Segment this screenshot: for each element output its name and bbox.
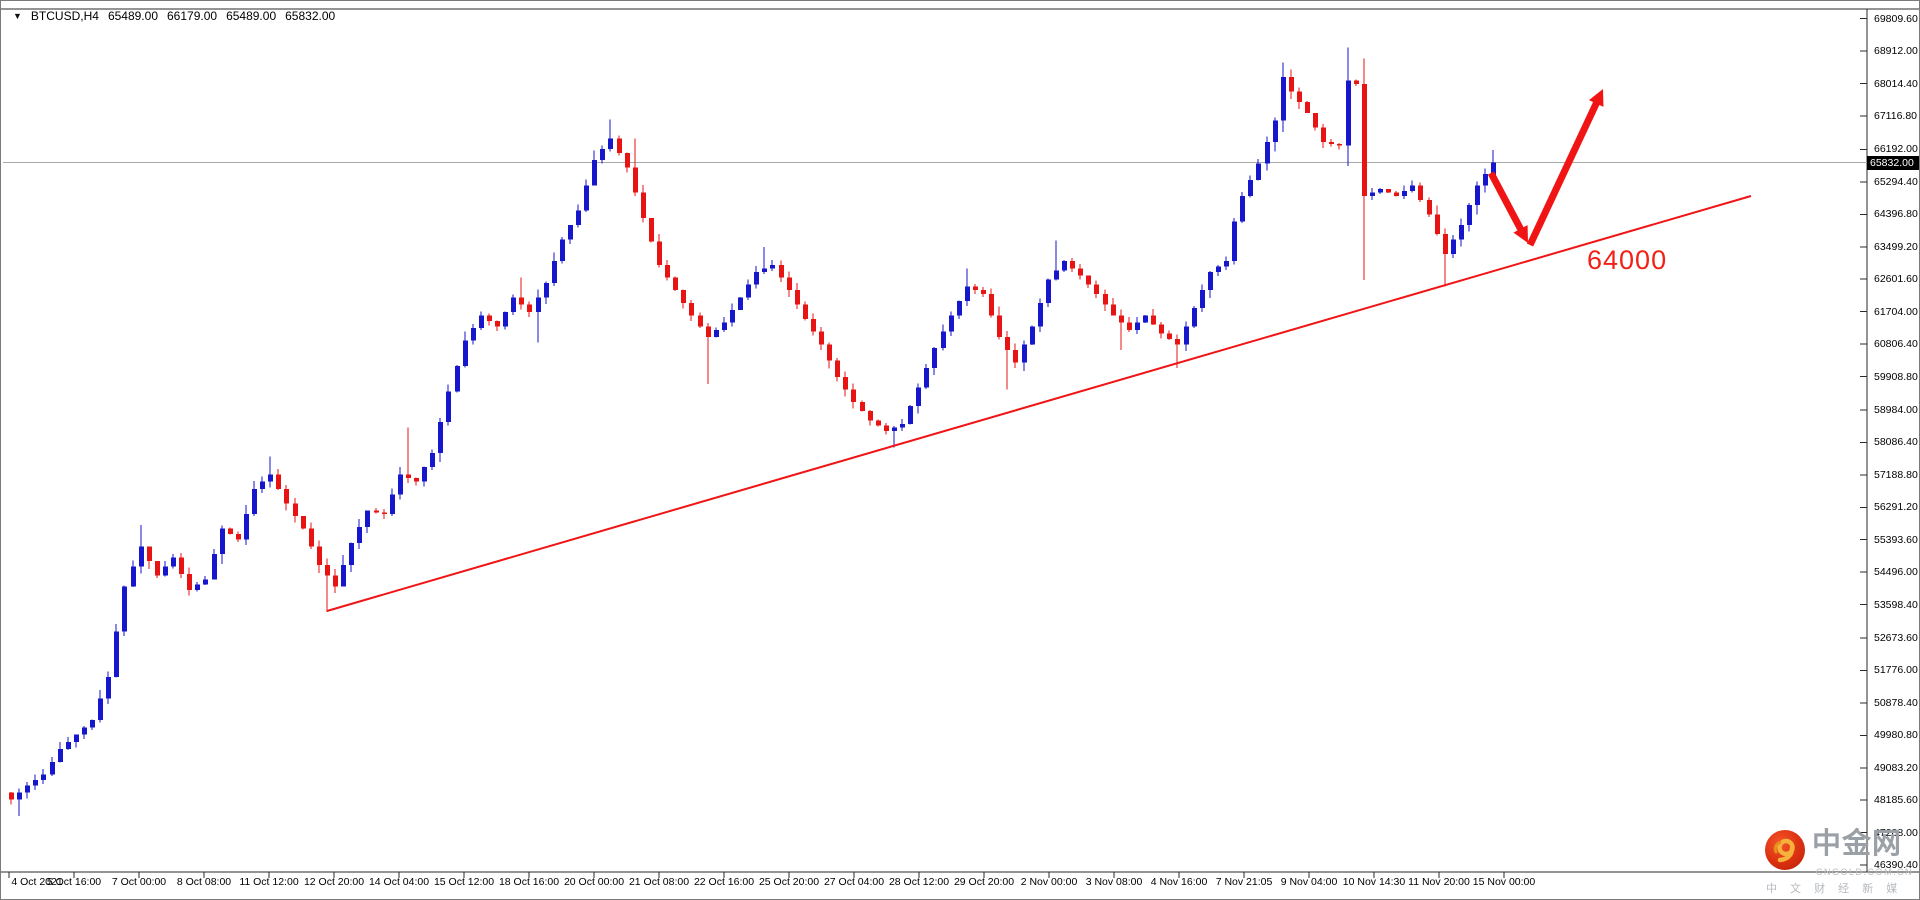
time-axis-label: 28 Oct 12:00	[888, 876, 950, 888]
time-axis-label: 18 Oct 16:00	[498, 876, 560, 888]
symbol-period: BTCUSD,H4	[30, 9, 99, 23]
axis-ticks	[8, 18, 1867, 878]
watermark-brand-text: 中金网	[1812, 828, 1903, 860]
time-axis-label: 7 Oct 00:00	[111, 876, 167, 888]
price-axis-label: 58984.00	[1874, 403, 1918, 416]
cngold-logo-icon	[1765, 830, 1805, 870]
time-axis-label: 22 Oct 16:00	[693, 876, 755, 888]
time-axis-label: 12 Oct 20:00	[303, 876, 365, 888]
price-axis-label: 49083.20	[1874, 761, 1918, 774]
time-axis-label: 4 Nov 16:00	[1150, 876, 1208, 888]
quote-low: 65489.00	[226, 9, 277, 23]
watermark: 中金网 CNGOLD.COM.CN 中 文 财 经 新 媒 体	[1764, 828, 1919, 895]
price-axis-label: 66192.00	[1874, 143, 1918, 156]
price-axis-label: 59908.80	[1874, 370, 1918, 383]
trendline-annotation[interactable]	[326, 195, 1752, 612]
time-axis-label: 10 Nov 14:30	[1342, 876, 1406, 888]
watermark-domain-text: CNGOLD.COM.CN	[1816, 867, 1914, 877]
price-axis-label: 58086.40	[1874, 436, 1918, 449]
price-axis-label: 61704.00	[1874, 305, 1918, 318]
price-axis-label: 65294.40	[1874, 175, 1918, 188]
time-axis-label: 15 Oct 12:00	[433, 876, 495, 888]
price-axis-label: 67116.80	[1874, 110, 1918, 123]
time-axis-label: 14 Oct 04:00	[368, 876, 430, 888]
time-axis-label: 27 Oct 04:00	[823, 876, 885, 888]
time-axis-label: 11 Nov 20:00	[1408, 876, 1470, 888]
price-axis-label: 47288.00	[1874, 826, 1918, 839]
time-axis-label: 11 Oct 12:00	[239, 876, 299, 888]
time-axis-label: 4 Oct 2021	[11, 876, 63, 888]
quote-bar: ▼ BTCUSD,H4 65489.00 66179.00 65489.00 6…	[13, 9, 335, 23]
price-axis-label: 62601.60	[1874, 273, 1918, 286]
candlestick-series	[9, 47, 1496, 816]
price-axis-label: 51776.00	[1874, 664, 1918, 677]
price-axis-label: 54496.00	[1874, 566, 1918, 579]
time-axis-label: 8 Oct 08:00	[176, 876, 232, 888]
target-price-label[interactable]: 64000	[1587, 245, 1668, 275]
price-axis-label: 52673.60	[1874, 632, 1918, 645]
quote-open: 65489.00	[107, 9, 158, 23]
arrow-annotations[interactable]	[1487, 89, 1604, 247]
time-axis-label: 7 Nov 21:05	[1215, 876, 1273, 888]
time-axis-label: 3 Nov 08:00	[1085, 876, 1143, 888]
price-axis-label: 53598.40	[1874, 598, 1918, 611]
current-price-tag: 65832.00	[1867, 155, 1919, 170]
quote-high: 66179.00	[167, 9, 218, 23]
quote-close: 65832.00	[285, 9, 336, 23]
time-axis-label: 25 Oct 20:00	[758, 876, 820, 888]
price-axis-label: 48185.60	[1874, 794, 1918, 807]
time-axis-label: 20 Oct 00:00	[563, 876, 625, 888]
time-axis-label: 9 Nov 04:00	[1280, 876, 1338, 888]
chart-frame	[1, 8, 1919, 873]
time-axis-label: 15 Nov 00:00	[1472, 876, 1536, 888]
price-axis-label: 69809.60	[1874, 12, 1918, 25]
price-axis-label: 68014.40	[1874, 77, 1918, 90]
time-axis-label: 5 Oct 16:00	[46, 876, 102, 888]
price-axis-label: 68912.00	[1874, 45, 1918, 58]
price-axis-label: 49980.80	[1874, 729, 1918, 742]
price-axis-label: 57188.80	[1874, 468, 1918, 481]
price-axis-label: 56291.20	[1874, 501, 1918, 514]
time-axis-label: 21 Oct 08:00	[628, 876, 690, 888]
price-axis-label: 64396.80	[1874, 208, 1918, 221]
price-axis-label: 55393.60	[1874, 533, 1918, 546]
price-axis-label: 60806.40	[1874, 338, 1918, 351]
symbol-dropdown-icon[interactable]: ▼	[13, 11, 22, 21]
watermark-tagline-text: 中 文 财 经 新 媒 体	[1766, 883, 1903, 895]
price-axis-label: 50878.40	[1874, 696, 1918, 709]
time-axis-label: 2 Nov 00:00	[1020, 876, 1078, 888]
time-axis-label: 29 Oct 20:00	[953, 876, 1015, 888]
price-axis-label: 46390.40	[1874, 859, 1918, 872]
price-axis-label: 63499.20	[1874, 240, 1918, 253]
